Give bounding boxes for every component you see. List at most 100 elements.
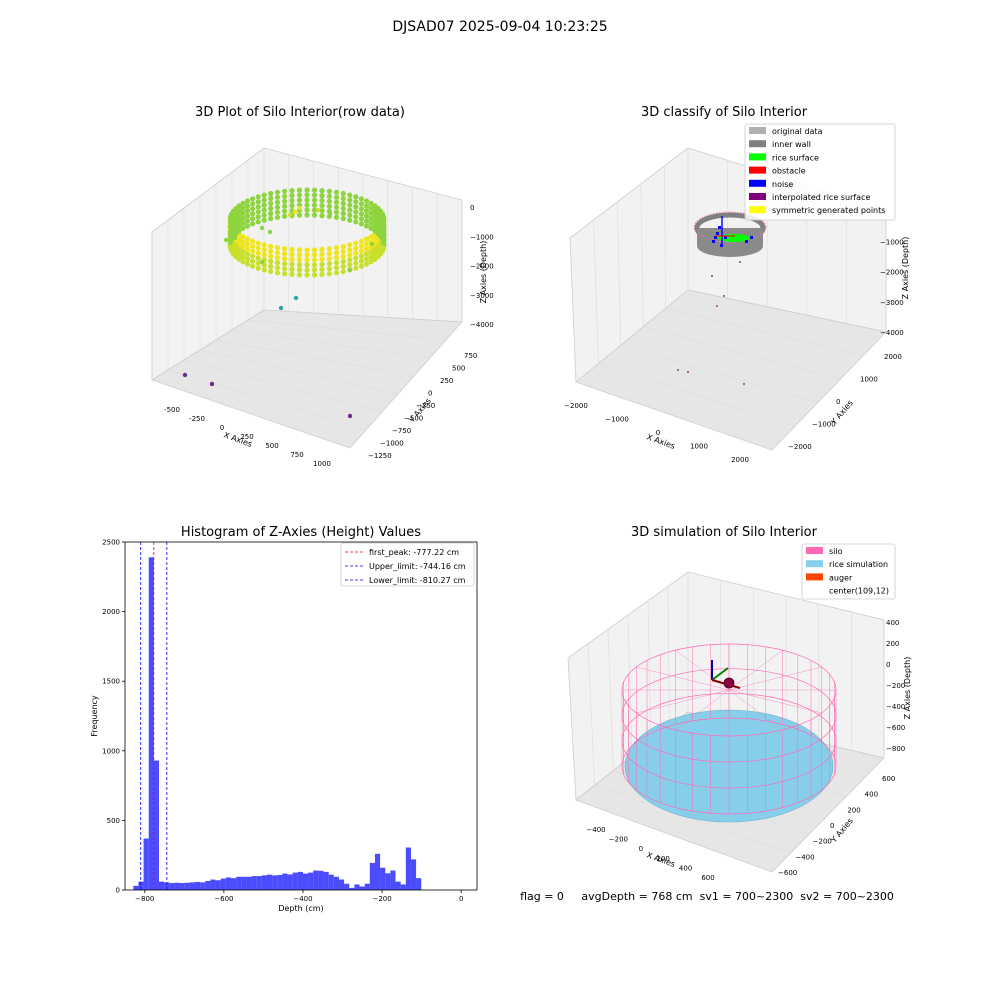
- cls-noise-1: [712, 240, 715, 243]
- raw-point-294: [240, 220, 246, 226]
- raw-point-186: [368, 210, 374, 216]
- sim-y-tick-3: 0: [830, 822, 834, 830]
- raw-point-401: [347, 413, 353, 419]
- raw-point-282: [240, 254, 246, 260]
- raw-point-176: [304, 197, 310, 203]
- raw-z-tick-4: −4000: [470, 321, 494, 329]
- raw-point-204: [333, 260, 340, 266]
- panel-classify-zlabel: Z Axies (Depth): [901, 237, 910, 300]
- raw-point-293: [236, 223, 242, 229]
- raw-point-262: [368, 254, 374, 260]
- raw-point-14: [319, 246, 325, 252]
- raw-point-178: [319, 198, 325, 204]
- auger-marker: [711, 660, 741, 689]
- raw-point-46: [289, 188, 295, 194]
- raw-point-249: [363, 213, 370, 219]
- raw-point-248: [358, 211, 364, 217]
- raw-point-cloud: [182, 187, 387, 419]
- raw-point-343: [255, 265, 261, 271]
- histogram-bar-14: [205, 880, 211, 890]
- histogram-bar-26: [266, 874, 273, 890]
- raw-point-150: [261, 252, 267, 258]
- raw-point-392: [377, 229, 383, 235]
- silo-spoke-4: [675, 689, 730, 731]
- raw-point-138: [347, 252, 353, 258]
- raw-point-102: [240, 205, 246, 211]
- histogram-bar-24: [256, 876, 262, 890]
- raw-point-389: [232, 235, 238, 241]
- cls-outline: [693, 211, 767, 243]
- raw-point-103: [244, 203, 251, 209]
- raw-point-339: [282, 271, 288, 277]
- panel-simulation-title: 3D simulation of Silo Interior: [631, 525, 818, 540]
- raw-point-272: [304, 267, 310, 273]
- cls-legend-label-3: obstacle: [772, 167, 806, 176]
- raw-point-38: [240, 200, 246, 206]
- raw-point-58: [368, 200, 374, 206]
- raw-point-295: [244, 218, 251, 224]
- raw-point-313: [363, 218, 370, 224]
- histogram-bar-18: [225, 877, 231, 890]
- raw-point-118: [347, 197, 353, 203]
- sim-legend-swatch-0: [806, 547, 823, 554]
- cls-scatter-2: [716, 305, 718, 307]
- sim-y-tick-0: 600: [882, 775, 895, 783]
- raw-point-21: [268, 243, 274, 250]
- raw-point-271: [311, 267, 318, 273]
- raw-point-357: [236, 228, 242, 234]
- raw-point-296: [250, 216, 256, 222]
- histogram-title: Histogram of Z-Axies (Height) Values: [181, 525, 421, 540]
- raw-point-104: [250, 201, 256, 207]
- raw-point-242: [319, 203, 325, 209]
- raw-point-76: [333, 250, 340, 256]
- sim-x-tick-2: 0: [639, 845, 643, 853]
- panel-simulation-zlabel: Z Axies (Depth): [903, 657, 912, 720]
- raw-point-266: [347, 262, 353, 268]
- raw-point-346: [240, 259, 246, 265]
- raw-point-234: [261, 207, 267, 213]
- raw-point-166: [240, 210, 246, 216]
- raw-x-tick-0: -500: [164, 406, 180, 414]
- raw-point-393: [369, 241, 375, 247]
- histogram-bar-11: [189, 882, 195, 890]
- histogram-bar-29: [282, 873, 288, 890]
- raw-point-39: [244, 198, 251, 204]
- raw-point-359: [244, 223, 251, 229]
- histogram-bar-8: [174, 882, 180, 890]
- raw-point-334: [319, 271, 325, 277]
- raw-point-15: [311, 247, 318, 253]
- raw-point-360: [250, 221, 256, 227]
- raw-point-77: [326, 251, 332, 257]
- histogram-y-ticks: 0 500 1000 1500 2000 2500: [102, 539, 125, 895]
- histogram-bar-42: [349, 887, 355, 890]
- cls-scatter-3: [677, 369, 679, 371]
- raw-point-326: [368, 259, 374, 265]
- silo-spoke-2: [728, 689, 783, 731]
- cls-z-tick-4: −4000: [880, 329, 904, 337]
- histogram-bar-17: [220, 878, 226, 890]
- raw-point-365: [282, 213, 288, 219]
- raw-point-53: [340, 190, 346, 197]
- raw-point-82: [289, 251, 295, 257]
- silo-wireframe: [621, 643, 837, 823]
- cls-scatter-4: [687, 371, 689, 373]
- raw-point-335: [311, 272, 318, 278]
- cls-scatter-1: [723, 295, 725, 297]
- cls-y-tick-4: −2000: [788, 443, 812, 451]
- raw-point-218: [240, 249, 246, 255]
- raw-point-146: [289, 256, 295, 262]
- raw-point-122: [368, 205, 374, 211]
- raw-point-184: [358, 206, 364, 212]
- sim-x-tick-3: 200: [657, 855, 670, 863]
- raw-point-376: [358, 221, 364, 227]
- raw-point-368: [304, 212, 310, 218]
- panel-classify-title: 3D classify of Silo Interior: [641, 105, 808, 120]
- raw-y-tick-1: 500: [452, 365, 465, 373]
- raw-point-377: [363, 223, 370, 229]
- raw-point-209: [296, 262, 303, 268]
- raw-point-267: [340, 263, 346, 270]
- raw-point-120: [358, 201, 364, 207]
- cls-x-tick-4: 2000: [731, 456, 749, 464]
- raw-y-tick-8: −1250: [368, 452, 392, 460]
- histogram-bar-45: [364, 883, 370, 890]
